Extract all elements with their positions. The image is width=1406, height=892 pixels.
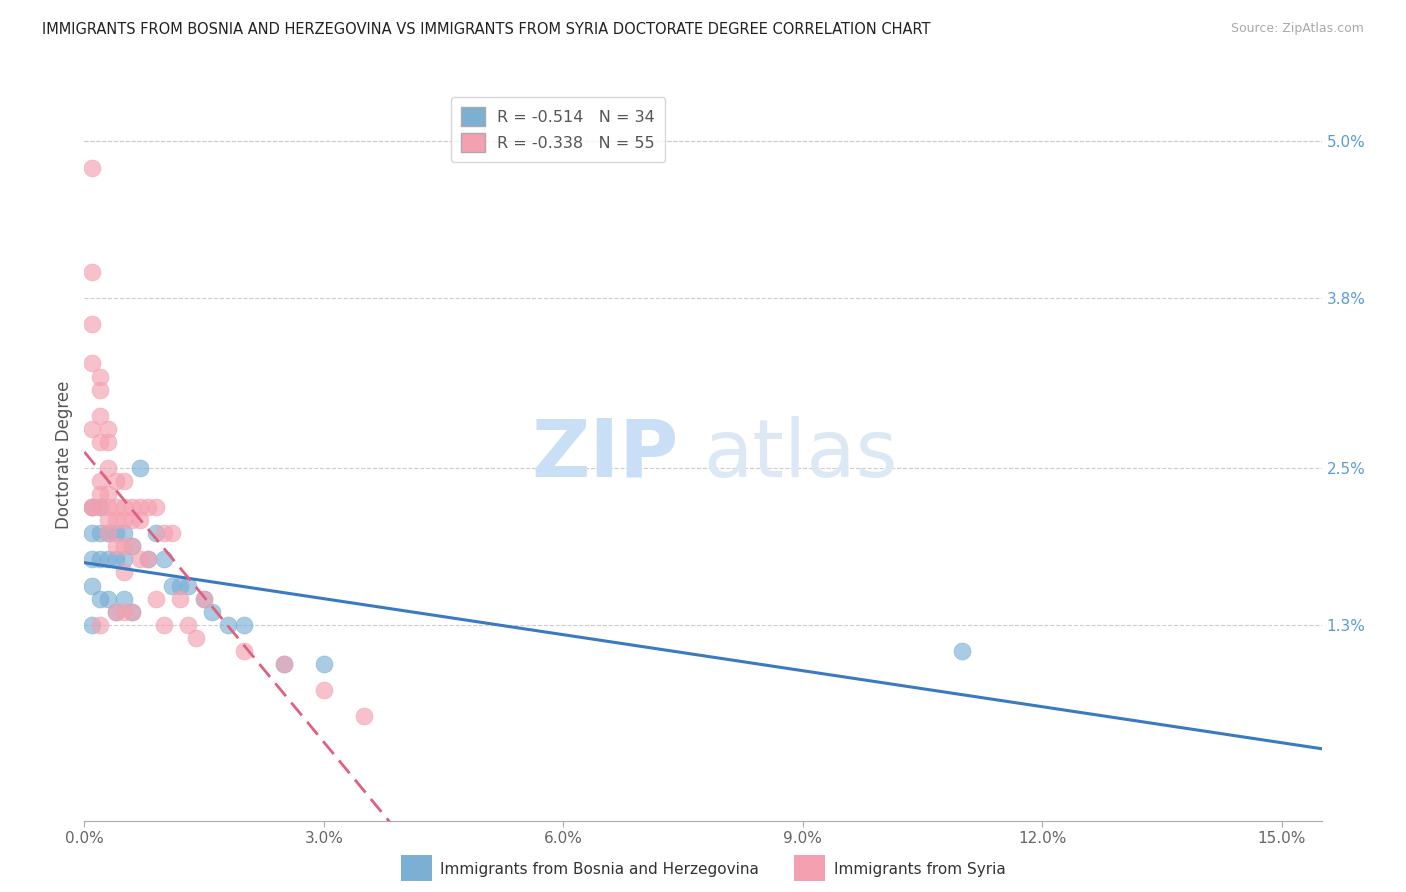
Point	[105, 474, 128, 488]
Point	[97, 526, 120, 541]
Point	[145, 591, 167, 606]
Text: atlas: atlas	[703, 416, 897, 494]
Point	[82, 552, 104, 566]
Point	[160, 578, 183, 592]
Point	[129, 552, 152, 566]
Point	[952, 644, 974, 658]
Point	[89, 500, 111, 515]
Point	[121, 539, 143, 553]
Point	[97, 552, 120, 566]
Point	[82, 500, 104, 515]
Point	[112, 605, 135, 619]
Point	[97, 422, 120, 436]
Point	[112, 500, 135, 515]
Point	[105, 513, 128, 527]
Text: ZIP: ZIP	[531, 416, 678, 494]
Point	[82, 318, 104, 332]
Point	[89, 369, 111, 384]
Text: Source: ZipAtlas.com: Source: ZipAtlas.com	[1230, 22, 1364, 36]
Point	[105, 605, 128, 619]
Point	[312, 683, 335, 698]
Point	[121, 513, 143, 527]
Text: Immigrants from Bosnia and Herzegovina: Immigrants from Bosnia and Herzegovina	[440, 863, 759, 877]
Point	[129, 461, 152, 475]
Point	[184, 631, 207, 645]
Point	[169, 591, 191, 606]
Point	[97, 487, 120, 501]
Point	[353, 709, 375, 723]
Point	[82, 161, 104, 175]
Point	[97, 526, 120, 541]
Point	[129, 513, 152, 527]
Point	[97, 434, 120, 449]
Point	[82, 578, 104, 592]
Point	[201, 605, 224, 619]
Text: IMMIGRANTS FROM BOSNIA AND HERZEGOVINA VS IMMIGRANTS FROM SYRIA DOCTORATE DEGREE: IMMIGRANTS FROM BOSNIA AND HERZEGOVINA V…	[42, 22, 931, 37]
Point	[121, 500, 143, 515]
Point	[153, 617, 176, 632]
Point	[177, 578, 200, 592]
Point	[233, 617, 256, 632]
Point	[82, 422, 104, 436]
Point	[217, 617, 239, 632]
Point	[89, 383, 111, 397]
Point	[169, 578, 191, 592]
Point	[97, 591, 120, 606]
Point	[89, 526, 111, 541]
Point	[136, 500, 159, 515]
Point	[136, 552, 159, 566]
Point	[89, 552, 111, 566]
Point	[112, 539, 135, 553]
Point	[193, 591, 215, 606]
Point	[89, 500, 111, 515]
Point	[89, 487, 111, 501]
Point	[89, 474, 111, 488]
Point	[82, 500, 104, 515]
Y-axis label: Doctorate Degree: Doctorate Degree	[55, 381, 73, 529]
Point	[82, 617, 104, 632]
Point	[105, 539, 128, 553]
Point	[89, 434, 111, 449]
Point	[129, 500, 152, 515]
Point	[177, 617, 200, 632]
Point	[233, 644, 256, 658]
Point	[82, 265, 104, 279]
Legend: R = -0.514   N = 34, R = -0.338   N = 55: R = -0.514 N = 34, R = -0.338 N = 55	[451, 97, 665, 161]
Text: Immigrants from Syria: Immigrants from Syria	[834, 863, 1005, 877]
Point	[121, 539, 143, 553]
Point	[153, 552, 176, 566]
Point	[97, 513, 120, 527]
Point	[89, 409, 111, 423]
Point	[89, 617, 111, 632]
Point	[160, 526, 183, 541]
Point	[112, 526, 135, 541]
Point	[273, 657, 295, 671]
Point	[153, 526, 176, 541]
Point	[312, 657, 335, 671]
Point	[105, 526, 128, 541]
Point	[121, 605, 143, 619]
Point	[105, 500, 128, 515]
Point	[136, 552, 159, 566]
Point	[97, 461, 120, 475]
Point	[105, 605, 128, 619]
Point	[97, 500, 120, 515]
Point	[82, 500, 104, 515]
Point	[145, 500, 167, 515]
Point	[82, 526, 104, 541]
Point	[193, 591, 215, 606]
Point	[145, 526, 167, 541]
Point	[105, 552, 128, 566]
Point	[89, 591, 111, 606]
Point	[112, 591, 135, 606]
Point	[112, 474, 135, 488]
Point	[82, 356, 104, 371]
Point	[121, 605, 143, 619]
Point	[112, 513, 135, 527]
Point	[112, 566, 135, 580]
Point	[112, 552, 135, 566]
Point	[273, 657, 295, 671]
